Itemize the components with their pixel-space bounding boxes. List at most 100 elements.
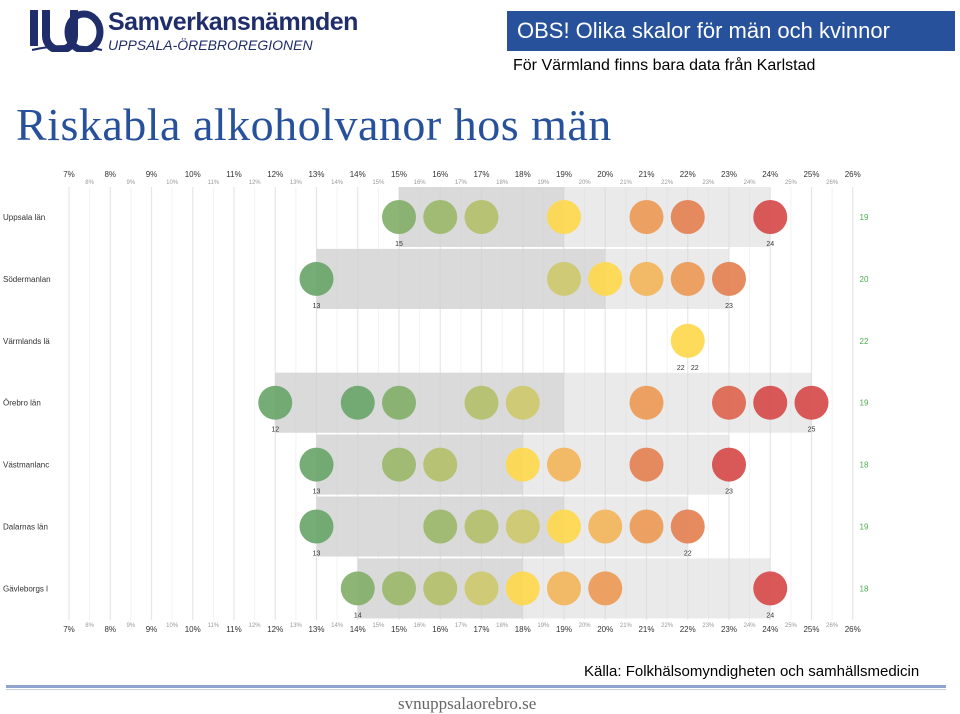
- x-minor-tick-label-top: 9%: [127, 180, 136, 186]
- x-minor-tick-label-bottom: 22%: [661, 623, 674, 629]
- x-minor-tick-label-bottom: 25%: [785, 623, 798, 629]
- data-point: [299, 261, 334, 296]
- x-tick-label-bottom: 18%: [515, 625, 531, 634]
- x-minor-tick-label-top: 21%: [620, 180, 633, 186]
- dot-range-chart: 7% 7% 8% 8% 9% 9% 10% 10% 11% 11% 12% 12% 13% 13% 14% 1…: [3, 170, 869, 634]
- data-point: [670, 200, 705, 234]
- varmland-note: För Värmland finns bara data från Karlst…: [513, 57, 816, 74]
- x-tick-label-bottom: 13%: [308, 625, 324, 634]
- footer-divider: [6, 685, 946, 688]
- x-tick-label-top: 24%: [762, 170, 778, 179]
- data-point: [382, 200, 416, 234]
- data-point: [464, 385, 499, 420]
- x-minor-tick-label-bottom: 9%: [127, 623, 136, 629]
- x-minor-tick-label-bottom: 10%: [166, 623, 179, 629]
- x-minor-tick-label-top: 10%: [166, 180, 179, 186]
- x-tick-label-top: 26%: [845, 170, 861, 179]
- row-label: Södermanlan: [3, 275, 51, 284]
- range-max-label: 24: [766, 241, 774, 248]
- x-tick-label-top: 23%: [721, 170, 737, 179]
- data-point: [588, 571, 623, 606]
- row-label: Örebro län: [3, 399, 41, 408]
- x-tick-label-bottom: 21%: [638, 625, 654, 634]
- x-minor-tick-label-top: 13%: [290, 180, 303, 186]
- range-max-label: 22: [691, 365, 699, 372]
- x-minor-tick-label-bottom: 17%: [455, 623, 468, 629]
- x-tick-label-top: 10%: [185, 170, 201, 179]
- data-point: [547, 571, 581, 606]
- data-point: [629, 509, 664, 544]
- data-point: [670, 323, 705, 358]
- x-tick-label-top: 11%: [226, 170, 241, 179]
- x-minor-tick-label-top: 25%: [785, 180, 798, 186]
- x-minor-tick-label-bottom: 19%: [537, 623, 550, 629]
- x-minor-tick-label-bottom: 14%: [331, 623, 344, 629]
- x-minor-tick-label-top: 26%: [826, 180, 839, 186]
- x-minor-tick-label-bottom: 20%: [579, 623, 592, 629]
- data-point: [753, 385, 788, 420]
- samverkansnamnden-logo-mark: [30, 10, 104, 52]
- data-point: [299, 509, 334, 544]
- row-label: Dalarnas län: [3, 523, 48, 532]
- data-point: [423, 509, 458, 544]
- row-mean-label: 18: [860, 461, 869, 470]
- data-point: [629, 200, 664, 234]
- data-point: [382, 571, 416, 606]
- data-point: [340, 385, 375, 420]
- x-minor-tick-label-top: 8%: [85, 180, 94, 186]
- range-min-label: 13: [313, 489, 321, 496]
- x-tick-label-bottom: 17%: [473, 625, 489, 634]
- data-point: [794, 385, 829, 420]
- x-tick-label-top: 13%: [308, 170, 324, 179]
- data-point: [670, 261, 705, 296]
- x-tick-label-bottom: 24%: [762, 625, 778, 634]
- x-minor-tick-label-bottom: 12%: [249, 623, 262, 629]
- x-tick-label-top: 18%: [515, 170, 531, 179]
- range-min-label: 13: [313, 303, 321, 310]
- x-tick-label-bottom: 11%: [226, 625, 241, 634]
- x-minor-tick-label-top: 24%: [744, 180, 757, 186]
- data-point: [547, 200, 581, 234]
- x-tick-label-top: 25%: [803, 170, 819, 179]
- x-minor-tick-label-bottom: 24%: [744, 623, 757, 629]
- x-minor-tick-label-bottom: 11%: [208, 623, 220, 629]
- data-point: [588, 261, 623, 296]
- x-tick-label-bottom: 19%: [556, 625, 572, 634]
- x-tick-label-bottom: 9%: [146, 625, 158, 634]
- range-min-label: 14: [354, 612, 362, 619]
- row-mean-label: 19: [860, 523, 869, 532]
- logo-name: Samverkansnämnden: [108, 8, 358, 36]
- data-point: [547, 261, 581, 296]
- x-tick-label-top: 16%: [432, 170, 448, 179]
- data-point: [423, 571, 458, 606]
- data-point: [712, 447, 746, 482]
- data-point: [629, 385, 664, 420]
- row-mean-label: 19: [860, 399, 869, 408]
- range-max-label: 23: [725, 303, 733, 310]
- range-min-label: 22: [677, 365, 685, 372]
- logo: Samverkansnämnden UPPSALA-ÖREBROREGIONEN: [28, 6, 358, 53]
- data-point: [588, 509, 623, 544]
- x-minor-tick-label-top: 22%: [661, 180, 674, 186]
- data-point: [258, 385, 293, 420]
- range-max-label: 23: [725, 489, 733, 496]
- range-max-label: 25: [808, 427, 816, 434]
- range-min-label: 12: [271, 427, 279, 434]
- x-tick-label-bottom: 8%: [104, 625, 116, 634]
- data-point: [712, 261, 746, 296]
- footer-url: svnuppsalaorebro.se: [398, 694, 537, 713]
- row-mean-label: 19: [860, 213, 869, 222]
- x-tick-label-top: 9%: [146, 170, 158, 179]
- x-tick-label-top: 15%: [391, 170, 407, 179]
- data-point: [753, 571, 788, 606]
- x-minor-tick-label-bottom: 18%: [496, 623, 509, 629]
- x-tick-label-top: 20%: [597, 170, 613, 179]
- x-tick-label-top: 19%: [556, 170, 572, 179]
- x-minor-tick-label-top: 11%: [208, 180, 220, 186]
- row-label: Gävleborgs l: [3, 584, 48, 593]
- row-label: Värmlands lä: [3, 337, 50, 346]
- x-minor-tick-label-top: 23%: [702, 180, 715, 186]
- range-min-label: 13: [313, 551, 321, 558]
- x-tick-label-bottom: 15%: [391, 625, 407, 634]
- x-minor-tick-label-top: 17%: [455, 180, 468, 186]
